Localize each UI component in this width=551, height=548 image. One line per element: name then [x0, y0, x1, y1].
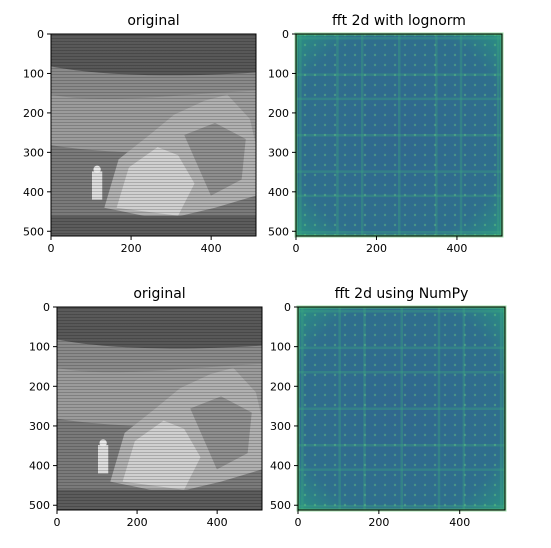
x-tick-label: 400	[207, 516, 228, 529]
x-tick-label: 400	[449, 516, 470, 529]
y-tick-label: 200	[23, 107, 44, 120]
subplot-title: fft 2d with lognorm	[332, 13, 466, 29]
axes-frame	[297, 306, 506, 511]
fft-image	[296, 305, 507, 512]
subplot-4: fft 2d using NumPy 0 200 400 0 100 200 300 400 50…	[270, 286, 507, 529]
photo-image	[57, 307, 262, 510]
x-tick-label: 400	[201, 242, 222, 255]
x-tick-label: 0	[295, 516, 302, 529]
y-tick-label: 0	[284, 301, 291, 314]
y-tick-label: 300	[270, 420, 291, 433]
y-tick-label: 400	[268, 186, 289, 199]
x-tick-label: 400	[446, 242, 467, 255]
y-tick-label: 400	[270, 460, 291, 473]
y-tick-label: 300	[268, 146, 289, 159]
x-tick-label: 200	[121, 242, 142, 255]
x-tick-label: 200	[366, 242, 387, 255]
y-tick-label: 100	[270, 341, 291, 354]
y-tick-label: 100	[29, 341, 50, 354]
subplot-title: fft 2d using NumPy	[335, 286, 469, 302]
x-tick-label: 0	[48, 242, 55, 255]
photo-image	[51, 34, 256, 236]
axes-frame	[295, 33, 503, 237]
x-tick-label: 200	[368, 516, 389, 529]
y-tick-label: 200	[268, 107, 289, 120]
y-tick-label: 200	[270, 380, 291, 393]
axes-frame	[50, 33, 257, 237]
y-tick-label: 500	[270, 499, 291, 512]
y-tick-label: 0	[43, 301, 50, 314]
x-tick-label: 200	[127, 516, 148, 529]
fft-image	[294, 32, 504, 238]
subplot-title: original	[133, 286, 185, 302]
y-tick-label: 500	[23, 225, 44, 238]
y-tick-label: 400	[23, 186, 44, 199]
y-tick-label: 200	[29, 380, 50, 393]
y-tick-label: 300	[23, 146, 44, 159]
subplot-title: original	[127, 13, 179, 29]
y-tick-label: 400	[29, 460, 50, 473]
y-tick-label: 0	[282, 28, 289, 41]
axes-frame	[56, 306, 263, 511]
y-tick-label: 100	[268, 67, 289, 80]
y-tick-label: 300	[29, 420, 50, 433]
y-tick-label: 0	[37, 28, 44, 41]
subplot-2: fft 2d with lognorm 0 200 400 0 100 200 300 400 5…	[268, 13, 504, 255]
x-tick-label: 0	[293, 242, 300, 255]
y-tick-label: 100	[23, 67, 44, 80]
y-tick-label: 500	[268, 225, 289, 238]
subplot-1: original 0 200 400 0 100 200 300 400 500	[23, 13, 257, 255]
x-tick-label: 0	[54, 516, 61, 529]
subplot-3: original 0 200 400 0 100 200 300 400 500	[29, 286, 263, 529]
y-tick-label: 500	[29, 499, 50, 512]
